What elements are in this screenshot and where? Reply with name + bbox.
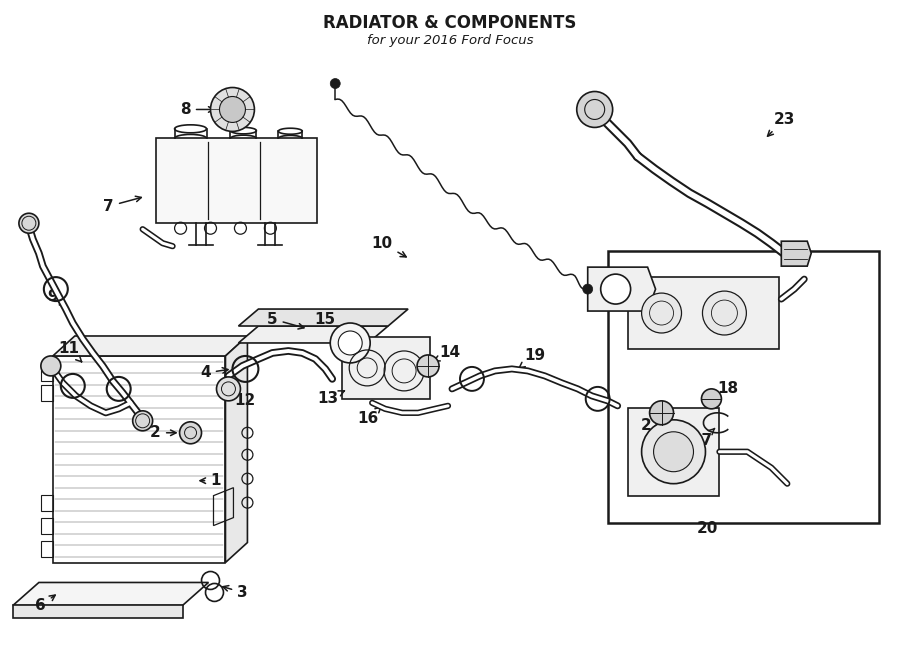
Text: 20: 20: [697, 521, 718, 536]
Circle shape: [417, 355, 439, 377]
Text: 18: 18: [714, 381, 738, 401]
Text: 6: 6: [35, 595, 55, 613]
Text: RADIATOR & COMPONENTS: RADIATOR & COMPONENTS: [323, 14, 577, 32]
Circle shape: [217, 377, 240, 401]
Polygon shape: [588, 267, 655, 311]
Text: 4: 4: [200, 366, 228, 381]
Polygon shape: [156, 138, 318, 223]
Text: 14: 14: [434, 346, 461, 361]
Text: 13: 13: [318, 391, 345, 407]
Circle shape: [703, 291, 746, 335]
Text: 2: 2: [150, 425, 176, 440]
Text: 5: 5: [267, 311, 304, 329]
Polygon shape: [627, 277, 779, 349]
Circle shape: [330, 323, 370, 363]
Circle shape: [180, 422, 202, 444]
Text: for your 2016 Ford Focus: for your 2016 Ford Focus: [366, 34, 533, 47]
Polygon shape: [627, 408, 719, 496]
Polygon shape: [342, 337, 430, 399]
Bar: [608, 251, 879, 523]
Circle shape: [220, 97, 246, 122]
Circle shape: [701, 389, 722, 409]
Polygon shape: [238, 326, 388, 343]
Circle shape: [650, 401, 673, 425]
Circle shape: [40, 356, 61, 376]
Text: 7: 7: [104, 196, 141, 214]
Text: 23: 23: [768, 112, 795, 136]
Polygon shape: [238, 309, 408, 326]
Text: 21: 21: [591, 289, 618, 311]
Circle shape: [132, 411, 153, 431]
Text: 12: 12: [231, 390, 256, 408]
Text: 16: 16: [357, 407, 382, 426]
Text: 17: 17: [691, 428, 715, 448]
Polygon shape: [13, 582, 209, 605]
Polygon shape: [53, 336, 248, 356]
Circle shape: [600, 274, 631, 304]
Polygon shape: [226, 336, 248, 563]
Text: 10: 10: [372, 236, 406, 257]
Circle shape: [582, 284, 593, 294]
Circle shape: [642, 293, 681, 333]
Text: 22: 22: [641, 414, 667, 434]
Polygon shape: [781, 241, 811, 266]
Circle shape: [577, 91, 613, 128]
Polygon shape: [13, 605, 183, 619]
Circle shape: [653, 432, 694, 472]
Circle shape: [330, 79, 340, 89]
Text: 11: 11: [58, 342, 82, 362]
Circle shape: [211, 87, 255, 132]
Text: 8: 8: [180, 102, 214, 117]
Text: 15: 15: [315, 311, 341, 333]
Circle shape: [642, 420, 706, 484]
Text: 1: 1: [200, 473, 220, 488]
Text: 3: 3: [223, 585, 248, 600]
Circle shape: [19, 214, 39, 233]
Text: 19: 19: [519, 348, 545, 368]
Text: 9: 9: [48, 289, 66, 306]
Circle shape: [338, 331, 362, 355]
